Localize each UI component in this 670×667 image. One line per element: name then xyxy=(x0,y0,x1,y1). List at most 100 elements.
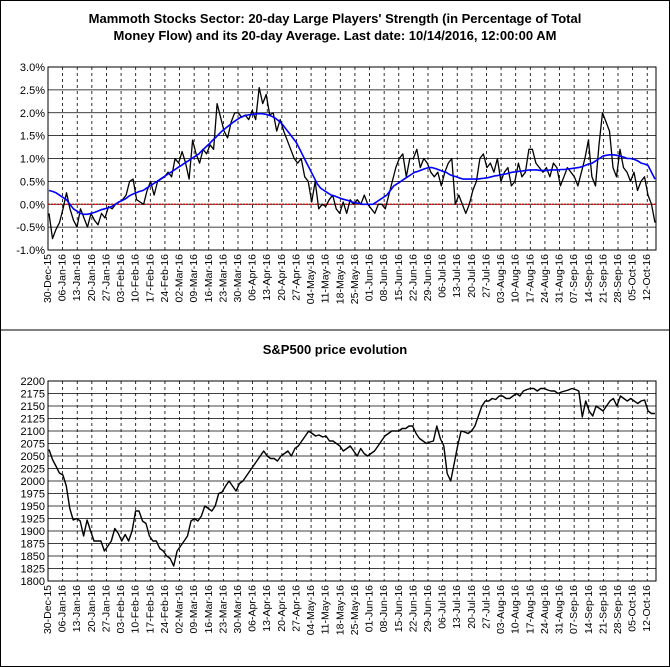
y-tick-label: 1950 xyxy=(21,501,45,513)
x-tick-label: 22-Jun-16 xyxy=(407,585,419,632)
x-tick-label: 22-Jun-16 xyxy=(407,254,419,301)
x-tick-label: 24-Aug-16 xyxy=(539,585,551,634)
y-tick-label: 1800 xyxy=(21,576,45,588)
x-tick-label: 05-Oct-16 xyxy=(627,254,639,301)
x-tick-label: 30-Mar-16 xyxy=(232,585,244,634)
x-tick-label: 15-Jun-16 xyxy=(393,254,405,301)
y-tick-label: 1.0% xyxy=(20,154,45,166)
x-tick-label: 13-Jan-16 xyxy=(71,254,83,301)
x-tick-label: 27-Jan-16 xyxy=(100,585,112,632)
y-tick-label: -1.0% xyxy=(16,245,45,257)
x-tick-label: 15-Jun-16 xyxy=(393,585,405,632)
x-tick-label: 10-Feb-16 xyxy=(130,254,142,303)
x-tick-label: 20-Jan-16 xyxy=(86,254,98,301)
x-tick-label: 20-Jul-16 xyxy=(466,254,478,298)
y-tick-label: 2175 xyxy=(21,389,45,401)
x-tick-label: 02-Mar-16 xyxy=(174,254,186,303)
y-tick-label: 2025 xyxy=(21,464,45,476)
x-tick-label: 12-Oct-16 xyxy=(641,585,653,632)
x-tick-label: 27-Jul-16 xyxy=(480,254,492,298)
x-tick-label: 03-Feb-16 xyxy=(115,254,127,303)
x-tick-label: 25-May-16 xyxy=(349,585,361,635)
x-tick-label: 27-Apr-16 xyxy=(290,585,302,632)
x-tick-label: 09-Mar-16 xyxy=(188,254,200,303)
x-tick-label: 24-Feb-16 xyxy=(159,585,171,634)
x-tick-label: 23-Mar-16 xyxy=(217,254,229,303)
x-tick-label: 03-Aug-16 xyxy=(495,254,507,303)
x-tick-label: 17-Aug-16 xyxy=(524,254,536,303)
x-tick-label: 18-May-16 xyxy=(334,585,346,635)
x-tick-label: 06-Jul-16 xyxy=(437,585,449,629)
x-tick-label: 31-Aug-16 xyxy=(554,254,566,303)
x-tick-label: 16-Mar-16 xyxy=(203,254,215,303)
x-tick-label: 24-Aug-16 xyxy=(539,254,551,303)
x-tick-label: 04-May-16 xyxy=(305,585,317,635)
x-tick-label: 13-Apr-16 xyxy=(261,585,273,632)
x-tick-label: 06-Apr-16 xyxy=(247,585,259,632)
chart2-title: S&P500 price evolution xyxy=(263,342,408,357)
x-tick-label: 24-Feb-16 xyxy=(159,254,171,303)
x-tick-label: 20-Apr-16 xyxy=(276,585,288,632)
x-tick-label: 10-Feb-16 xyxy=(130,585,142,634)
x-tick-label: 23-Mar-16 xyxy=(217,585,229,634)
x-tick-label: 11-May-16 xyxy=(320,254,332,304)
chart1-title-line1: Mammoth Stocks Sector: 20-day Large Play… xyxy=(89,11,582,26)
x-tick-label: 20-Jan-16 xyxy=(86,585,98,632)
y-tick-label: 2150 xyxy=(21,401,45,413)
x-tick-label: 20-Jul-16 xyxy=(466,585,478,629)
x-tick-label: 13-Jul-16 xyxy=(451,254,463,298)
chart1-plot: 3.0%2.5%2.0%1.5%1.0%0.5%0.0%-0.5%-1.0%30… xyxy=(16,62,657,304)
x-tick-label: 06-Jan-16 xyxy=(57,585,69,632)
x-tick-label: 06-Apr-16 xyxy=(247,254,259,301)
x-tick-label: 01-Jun-16 xyxy=(364,585,376,632)
x-tick-label: 30-Dec-15 xyxy=(42,585,54,634)
x-tick-label: 06-Jul-16 xyxy=(437,254,449,298)
x-tick-label: 29-Jun-16 xyxy=(422,254,434,301)
x-tick-label: 03-Feb-16 xyxy=(115,585,127,634)
x-tick-label: 14-Sep-16 xyxy=(583,254,595,303)
x-tick-label: 21-Sep-16 xyxy=(597,585,609,634)
x-tick-label: 31-Aug-16 xyxy=(554,585,566,634)
y-tick-label: 1925 xyxy=(21,514,45,526)
x-tick-label: 30-Dec-15 xyxy=(42,254,54,303)
x-tick-label: 11-May-16 xyxy=(320,585,332,635)
y-tick-label: 0.0% xyxy=(20,199,45,211)
x-tick-label: 17-Feb-16 xyxy=(144,585,156,634)
y-tick-label: 1825 xyxy=(21,564,45,576)
x-tick-label: 07-Sep-16 xyxy=(568,585,580,634)
x-tick-label: 27-Jan-16 xyxy=(100,254,112,301)
x-tick-label: 20-Apr-16 xyxy=(276,254,288,301)
x-tick-label: 05-Oct-16 xyxy=(627,585,639,632)
x-tick-label: 06-Jan-16 xyxy=(57,254,69,301)
y-tick-label: 1.5% xyxy=(20,131,45,143)
y-tick-label: 2000 xyxy=(21,476,45,488)
y-tick-label: 2125 xyxy=(21,414,45,426)
y-tick-label: 1975 xyxy=(21,489,45,501)
x-tick-label: 09-Mar-16 xyxy=(188,585,200,634)
y-tick-label: 1900 xyxy=(21,526,45,538)
x-tick-label: 02-Mar-16 xyxy=(174,585,186,634)
x-tick-label: 10-Aug-16 xyxy=(510,585,522,634)
y-tick-label: 2050 xyxy=(21,451,45,463)
x-tick-label: 18-May-16 xyxy=(334,254,346,304)
x-tick-label: 25-May-16 xyxy=(349,254,361,304)
y-tick-label: -0.5% xyxy=(16,222,45,234)
y-tick-label: 2.5% xyxy=(20,85,45,97)
y-tick-label: 0.5% xyxy=(20,176,45,188)
y-tick-label: 2100 xyxy=(21,426,45,438)
x-tick-label: 30-Mar-16 xyxy=(232,254,244,303)
y-tick-label: 2.0% xyxy=(20,108,45,120)
x-tick-label: 03-Aug-16 xyxy=(495,585,507,634)
chart1-title-line2: Money Flow) and its 20-day Average. Last… xyxy=(114,28,557,43)
y-tick-label: 1875 xyxy=(21,539,45,551)
series-line-2 xyxy=(48,112,656,216)
x-tick-label: 29-Jun-16 xyxy=(422,585,434,632)
x-tick-label: 13-Apr-16 xyxy=(261,254,273,301)
x-tick-label: 16-Mar-16 xyxy=(203,585,215,634)
x-tick-label: 13-Jul-16 xyxy=(451,585,463,629)
x-tick-label: 08-Jun-16 xyxy=(378,254,390,301)
x-tick-label: 08-Jun-16 xyxy=(378,585,390,632)
